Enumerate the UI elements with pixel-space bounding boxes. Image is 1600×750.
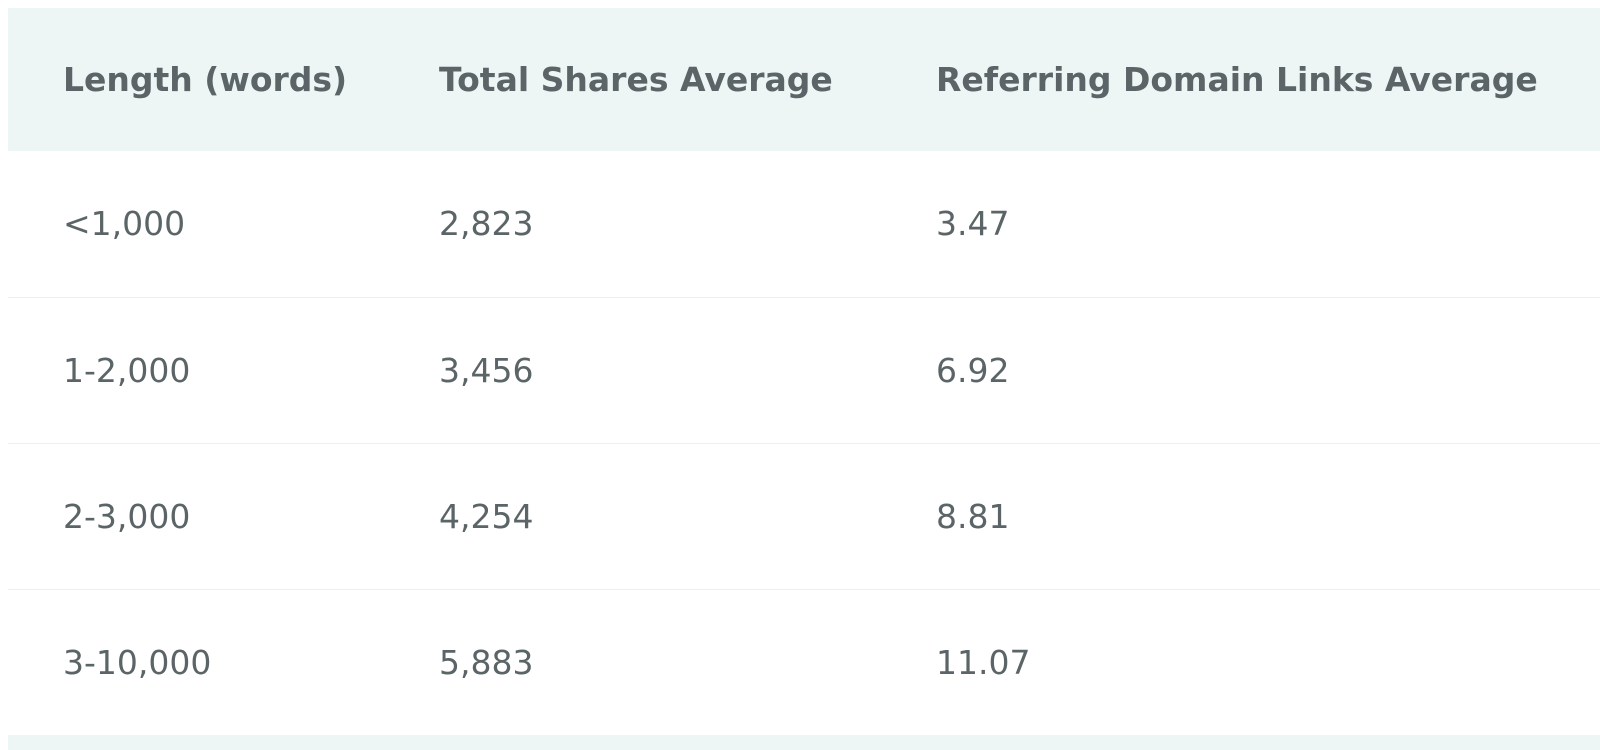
- header-cell: Total Shares Average: [439, 60, 833, 99]
- table-cell: 1-2,000: [63, 350, 191, 390]
- header-row: Length (words) Total Shares Average Referr…: [8, 8, 1600, 151]
- table-cell: 8.81: [936, 496, 1010, 536]
- table-cell: 2,823: [439, 204, 534, 244]
- table-header: Length (words) Total Shares Average Referr…: [8, 8, 1600, 151]
- table-row: 1-2,000 3,456 6.92: [8, 297, 1600, 443]
- table-row: 3-10,000 5,883 11.07: [8, 589, 1600, 735]
- table-cell: 3,456: [439, 350, 534, 390]
- table-cell: 3.47: [936, 204, 1010, 244]
- table: Length (words) Total Shares Average Referr…: [8, 8, 1600, 736]
- table-row: 2-3,000 4,254 8.81: [8, 443, 1600, 589]
- table-container: Length (words) Total Shares Average Referr…: [8, 8, 1600, 736]
- table-cell: 11.07: [936, 642, 1031, 682]
- table-cell: 6.92: [936, 350, 1010, 390]
- header-cell: Length (words): [63, 60, 348, 99]
- table-body: <1,000 2,823 3.47 1-2,000 3,456 6.92 2-3,000 4,…: [8, 151, 1600, 735]
- table-cell: 5,883: [439, 642, 534, 682]
- table-cell: <1,000: [63, 204, 186, 244]
- table-footer-band: [8, 735, 1600, 750]
- table-cell: 3-10,000: [63, 642, 212, 682]
- table-cell: 2-3,000: [63, 496, 191, 536]
- table-row: <1,000 2,823 3.47: [8, 151, 1600, 297]
- table-cell: 4,254: [439, 496, 534, 536]
- header-cell: Referring Domain Links Average: [936, 60, 1538, 99]
